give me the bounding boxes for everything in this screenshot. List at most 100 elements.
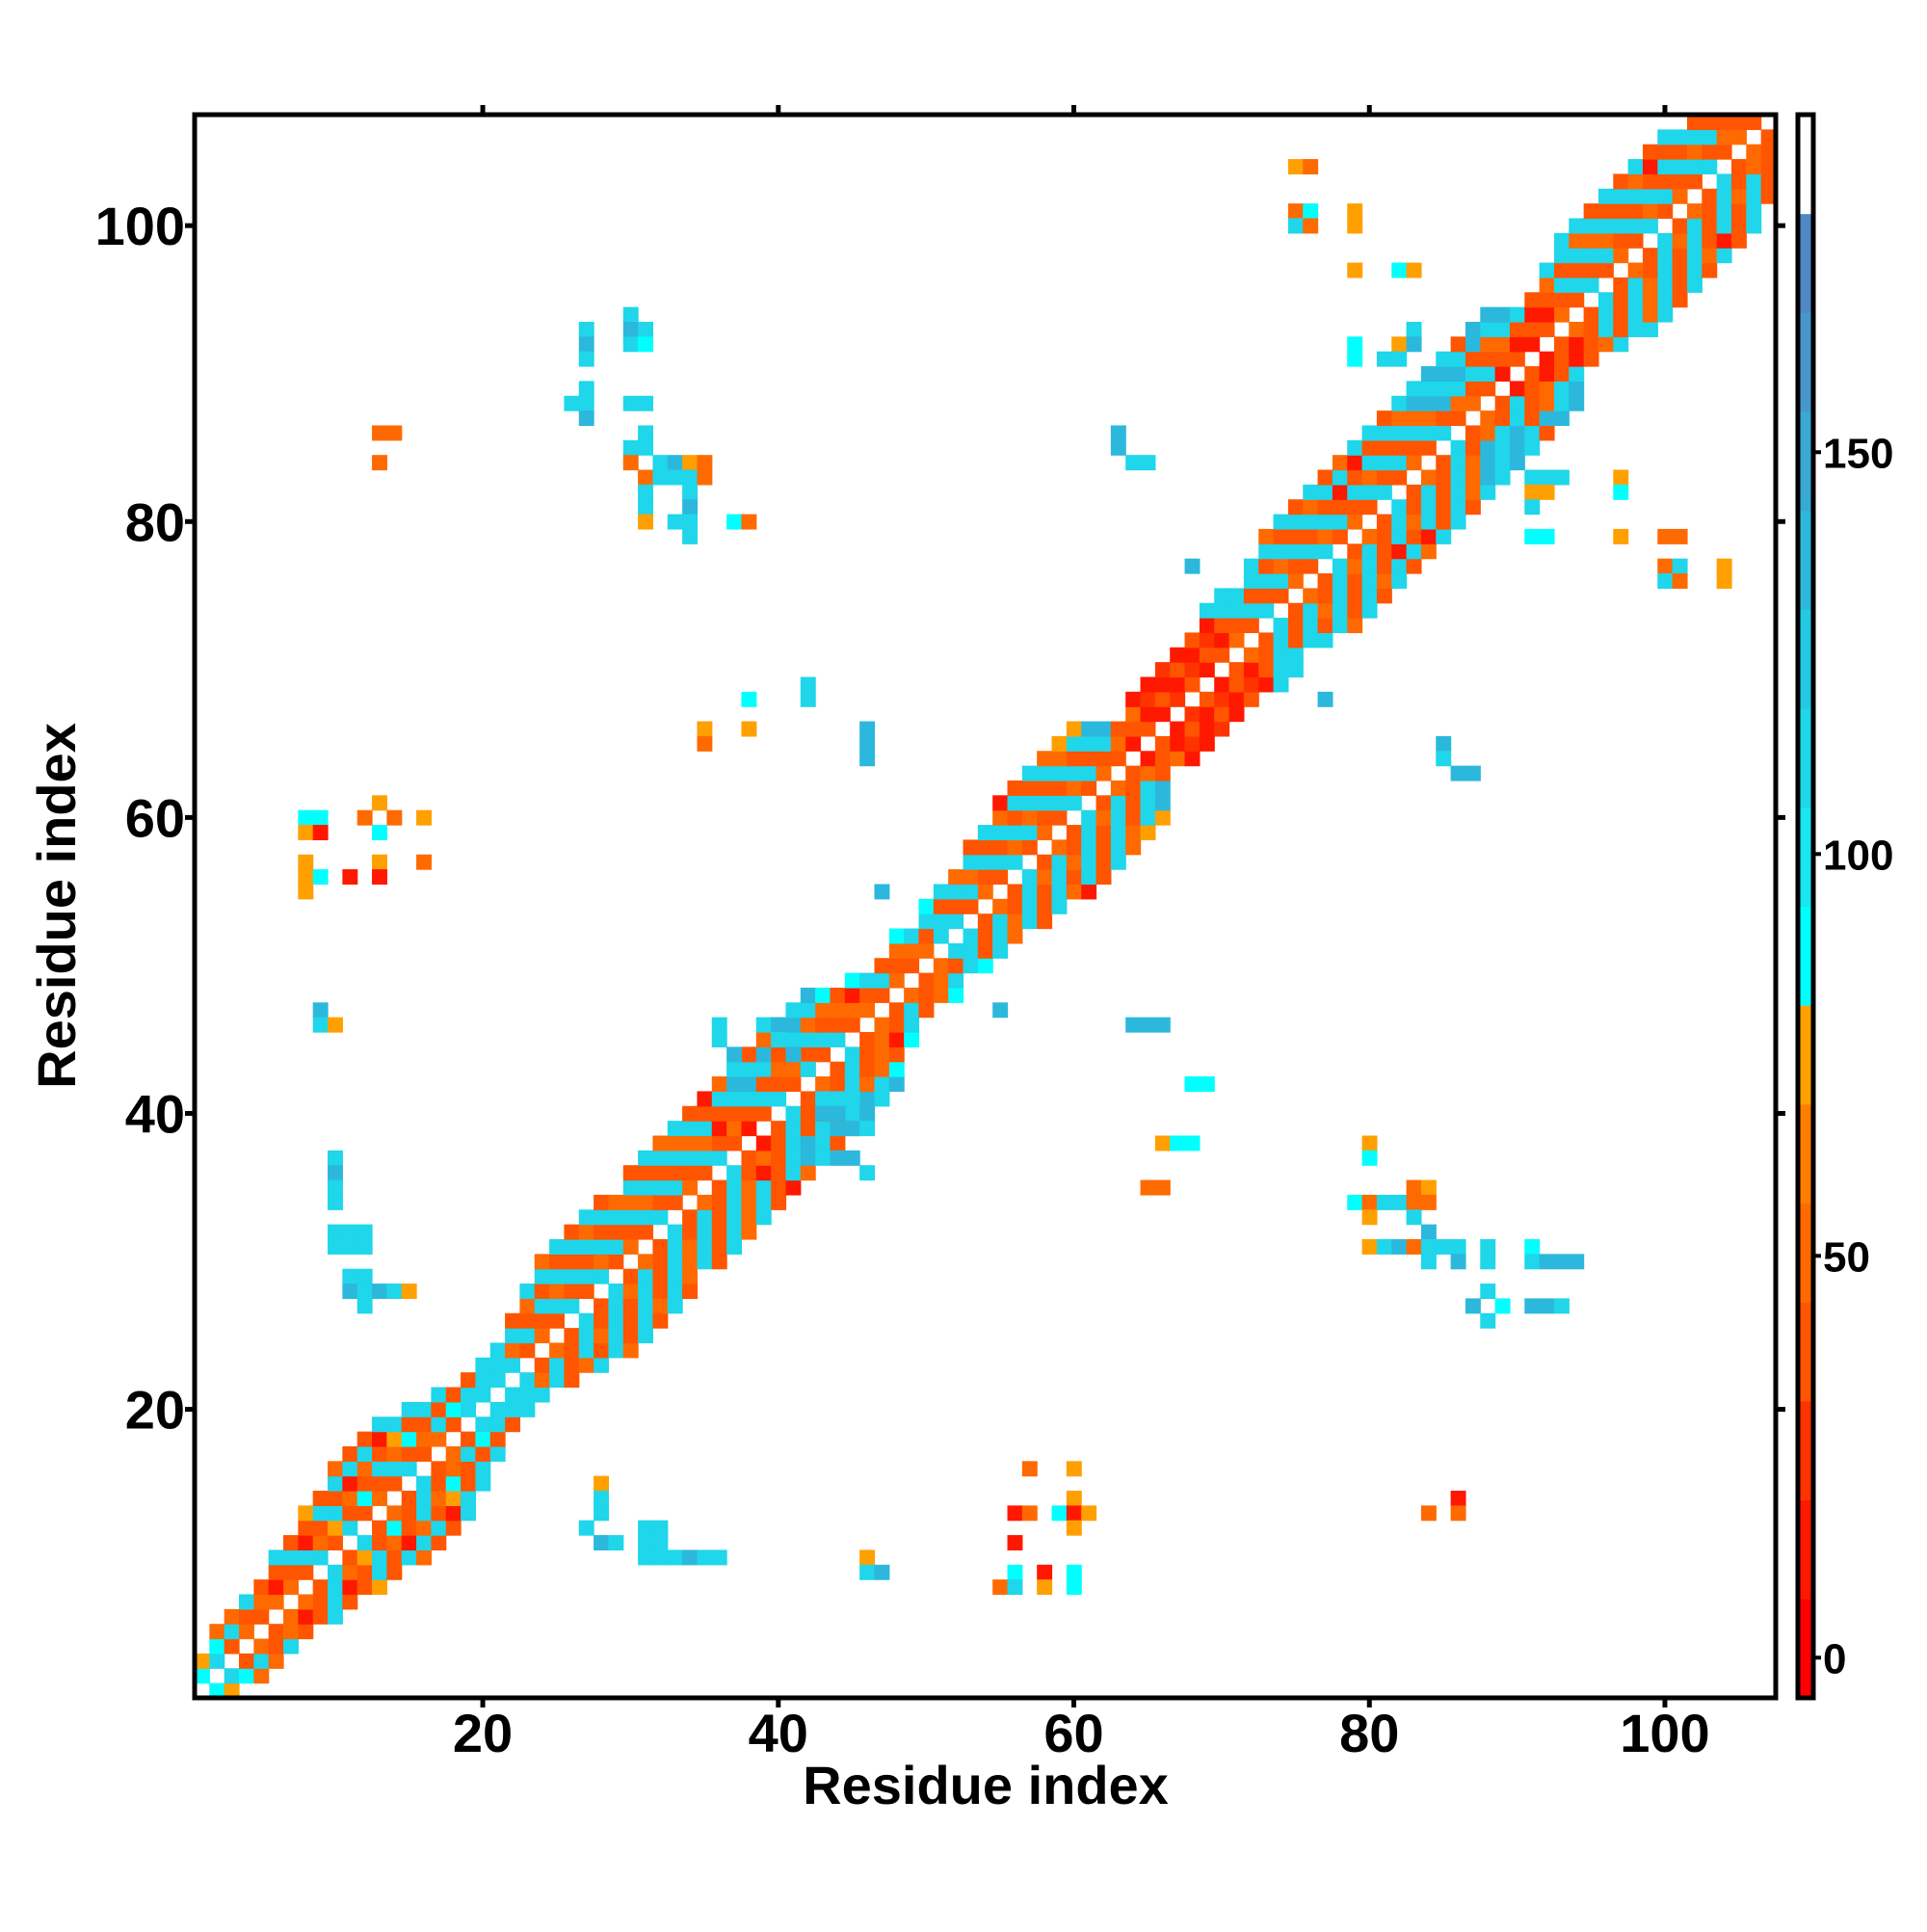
heatmap-cell (1539, 395, 1555, 411)
heatmap-cell (1037, 780, 1053, 796)
heatmap-cell (328, 1475, 343, 1492)
heatmap-cell (608, 1535, 624, 1551)
heatmap-cell (1716, 248, 1732, 264)
heatmap-cell (594, 1535, 610, 1551)
heatmap-cell (785, 1061, 802, 1077)
heatmap-cell (1258, 647, 1275, 663)
heatmap-cell (741, 1121, 757, 1137)
heatmap-cell (1553, 351, 1570, 367)
heatmap-cell (652, 1520, 669, 1536)
heatmap-cell (682, 1238, 699, 1255)
heatmap-cell (1154, 795, 1171, 811)
heatmap-cell (785, 1150, 802, 1166)
heatmap-cell (1657, 248, 1674, 264)
heatmap-cell (356, 1445, 373, 1462)
colorbar-tick-label: 0 (1823, 1635, 1846, 1682)
heatmap-cell (1154, 691, 1171, 707)
heatmap-cell (874, 1046, 890, 1063)
heatmap-cell (445, 1505, 462, 1522)
heatmap-cell (356, 1579, 373, 1596)
heatmap-cell (1376, 1238, 1392, 1255)
heatmap-cell (1154, 1135, 1171, 1151)
heatmap-cell (1066, 765, 1082, 781)
heatmap-cell (356, 1535, 373, 1551)
heatmap-cell (755, 1135, 772, 1151)
heatmap-cell (948, 972, 964, 989)
heatmap-cell (682, 1254, 699, 1270)
heatmap-cell (800, 1002, 816, 1019)
heatmap-cell (1125, 839, 1142, 856)
heatmap-cell (667, 1135, 683, 1151)
heatmap-cell (416, 1520, 432, 1536)
heatmap-cell (1228, 588, 1245, 604)
heatmap-cell (416, 854, 432, 870)
heatmap-cell (578, 1224, 594, 1240)
heatmap-cell (977, 869, 993, 886)
heatmap-cell (622, 1224, 639, 1240)
heatmap-cell (638, 1535, 654, 1551)
heatmap-cell (1657, 188, 1674, 204)
heatmap-cell (401, 1505, 417, 1522)
heatmap-cell (918, 898, 935, 914)
heatmap-cell (283, 1624, 299, 1640)
heatmap-cell (1539, 306, 1555, 323)
heatmap-cell (1553, 1254, 1570, 1270)
heatmap-cell (1287, 203, 1304, 220)
heatmap-cell (416, 1549, 432, 1566)
heatmap-cell (830, 1017, 846, 1033)
heatmap-cell (1746, 218, 1762, 234)
heatmap-cell (1480, 351, 1496, 367)
heatmap-cell (578, 336, 594, 353)
heatmap-cell (1037, 809, 1053, 826)
heatmap-cell (1391, 499, 1408, 516)
heatmap-cell (356, 1475, 373, 1492)
heatmap-cell (431, 1475, 447, 1492)
heatmap-cell (1686, 173, 1703, 190)
heatmap-cell (1376, 588, 1392, 604)
heatmap-cell (268, 1579, 284, 1596)
heatmap-cell (1243, 691, 1259, 707)
heatmap-cell (638, 336, 654, 353)
heatmap-cell (1391, 528, 1408, 544)
heatmap-cell (1686, 144, 1703, 160)
heatmap-cell (1317, 543, 1333, 560)
heatmap-cell (608, 1209, 624, 1226)
heatmap-cell (1391, 262, 1408, 278)
heatmap-cell (1228, 676, 1245, 693)
heatmap-cell (830, 987, 846, 1003)
heatmap-cell (622, 1312, 639, 1329)
heatmap-cell (1110, 825, 1126, 841)
heatmap-cell (1007, 884, 1023, 900)
heatmap-cell (1066, 839, 1082, 856)
heatmap-cell (933, 958, 949, 974)
heatmap-cell (1480, 366, 1496, 382)
heatmap-cell (667, 1284, 683, 1300)
heatmap-cell (1140, 1179, 1156, 1196)
heatmap-cell (372, 1416, 387, 1433)
heatmap-cell (1657, 129, 1674, 146)
heatmap-cell (283, 1638, 299, 1654)
heatmap-cell (1007, 913, 1023, 930)
heatmap-cell (859, 721, 876, 737)
y-tick-label: 80 (125, 491, 185, 552)
heatmap-cell (652, 1179, 669, 1196)
heatmap-cell (1465, 336, 1481, 353)
heatmap-cell (1332, 514, 1348, 530)
colorbar-segment (1798, 115, 1813, 215)
heatmap-cell (401, 1416, 417, 1433)
heatmap-cell (1524, 321, 1541, 337)
heatmap-cell (948, 942, 964, 959)
heatmap-cell (312, 1535, 329, 1551)
heatmap-cell (401, 1549, 417, 1566)
heatmap-cell (874, 884, 890, 900)
heatmap-cell (755, 1150, 772, 1166)
heatmap-cell (1450, 351, 1466, 367)
heatmap-cell (564, 395, 580, 411)
heatmap-cell (682, 1105, 699, 1122)
heatmap-cell (682, 499, 699, 516)
heatmap-cell (1436, 410, 1452, 427)
heatmap-cell (1007, 1564, 1023, 1580)
heatmap-cell (800, 987, 816, 1003)
heatmap-cell (992, 1002, 1009, 1019)
heatmap-cell (1140, 1017, 1156, 1033)
